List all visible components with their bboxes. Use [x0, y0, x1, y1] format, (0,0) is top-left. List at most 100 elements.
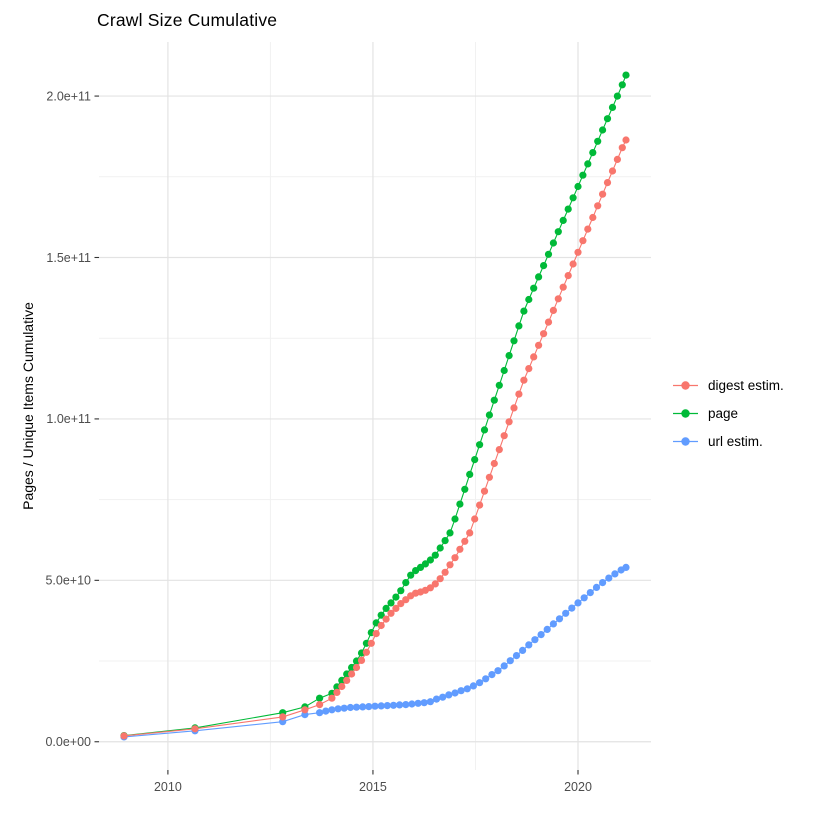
data-point: [352, 703, 361, 711]
data-point: [343, 676, 351, 685]
data-point: [445, 691, 453, 699]
data-point: [603, 179, 612, 187]
data-point: [618, 81, 626, 89]
data-point: [357, 656, 366, 665]
data-point: [589, 149, 597, 157]
y-axis-title: Pages / Unique Items Cumulative: [20, 302, 36, 510]
data-point: [446, 529, 454, 537]
data-point: [500, 662, 508, 670]
data-point: [485, 473, 493, 481]
data-point: [530, 353, 538, 361]
data-point: [608, 103, 617, 111]
data-point: [461, 537, 469, 545]
data-point: [613, 92, 622, 100]
data-point: [549, 306, 558, 314]
y-tick-label: 1.0e+11: [46, 412, 91, 426]
data-point: [559, 216, 567, 224]
x-tick-label: 2020: [564, 780, 592, 794]
data-point: [367, 639, 375, 647]
data-point: [441, 568, 449, 576]
data-point: [584, 225, 592, 233]
data-point: [505, 418, 513, 426]
data-point: [554, 228, 562, 236]
data-point: [426, 584, 434, 592]
data-point: [564, 205, 572, 213]
data-point: [365, 703, 373, 711]
data-point: [446, 561, 454, 569]
data-point: [456, 500, 464, 508]
data-point: [568, 604, 576, 612]
data-point: [544, 318, 553, 326]
data-point: [520, 376, 528, 384]
data-point: [535, 273, 543, 281]
data-point: [436, 575, 444, 583]
data-point: [362, 648, 370, 656]
data-point: [540, 330, 548, 338]
data-point: [586, 589, 594, 597]
legend-item-digest-estim: digest estim.: [672, 378, 784, 393]
data-point: [426, 556, 434, 564]
data-point: [466, 529, 474, 537]
data-point: [622, 71, 630, 79]
data-point: [611, 570, 619, 578]
data-point: [466, 470, 474, 478]
data-point: [505, 352, 513, 360]
data-point: [371, 702, 379, 710]
data-point: [334, 705, 342, 713]
data-point: [574, 599, 582, 607]
data-point: [456, 545, 464, 553]
series-points-page: [120, 71, 630, 740]
data-point: [377, 621, 385, 630]
legend-item-url-estim: url estim.: [672, 434, 784, 449]
y-axis-tick-labels: 0.0e+00 5.0e+10 1.0e+11 1.5e+11 2.0e+11: [45, 89, 91, 749]
data-point: [579, 237, 587, 245]
data-point: [279, 713, 287, 721]
data-point: [592, 583, 601, 592]
legend-key-icon: [673, 381, 698, 390]
data-point: [574, 248, 582, 256]
data-point: [463, 685, 471, 693]
y-tick-label: 1.5e+11: [46, 251, 91, 265]
data-point: [554, 295, 562, 303]
data-point: [120, 732, 128, 740]
data-point: [397, 600, 405, 608]
data-point: [525, 365, 533, 373]
data-point: [469, 682, 477, 690]
x-axis-tick-labels: 2010 2015 2020: [154, 780, 592, 794]
data-point: [340, 704, 348, 712]
data-point: [530, 284, 538, 292]
data-point: [397, 587, 405, 595]
data-point: [301, 706, 309, 714]
data-point: [562, 609, 570, 617]
data-point: [389, 701, 398, 709]
data-point: [622, 563, 630, 572]
data-point: [436, 544, 444, 552]
gridlines-minor: [99, 42, 651, 770]
legend-label: digest estim.: [708, 378, 784, 393]
data-point: [439, 693, 447, 701]
data-point: [500, 432, 508, 440]
y-tick-label: 2.0e+11: [46, 89, 91, 103]
data-point: [594, 137, 602, 145]
data-point: [316, 709, 324, 717]
data-point: [461, 485, 469, 493]
data-point: [431, 580, 439, 588]
legend-label: url estim.: [708, 434, 763, 449]
data-point: [543, 625, 551, 634]
data-point: [613, 155, 622, 163]
legend: digest estim. page url estim.: [672, 378, 784, 449]
data-point: [537, 631, 545, 639]
series-line-url-estim: [123, 566, 627, 738]
data-point: [383, 702, 391, 710]
data-point: [451, 515, 459, 523]
data-point: [471, 456, 479, 464]
data-point: [476, 441, 484, 449]
data-point: [387, 599, 395, 607]
data-point: [396, 701, 404, 709]
data-point: [392, 604, 400, 613]
legend-item-page: page: [672, 406, 784, 421]
data-point: [525, 641, 533, 649]
data-point: [402, 701, 410, 709]
data-point: [392, 593, 400, 601]
data-point: [457, 687, 465, 695]
